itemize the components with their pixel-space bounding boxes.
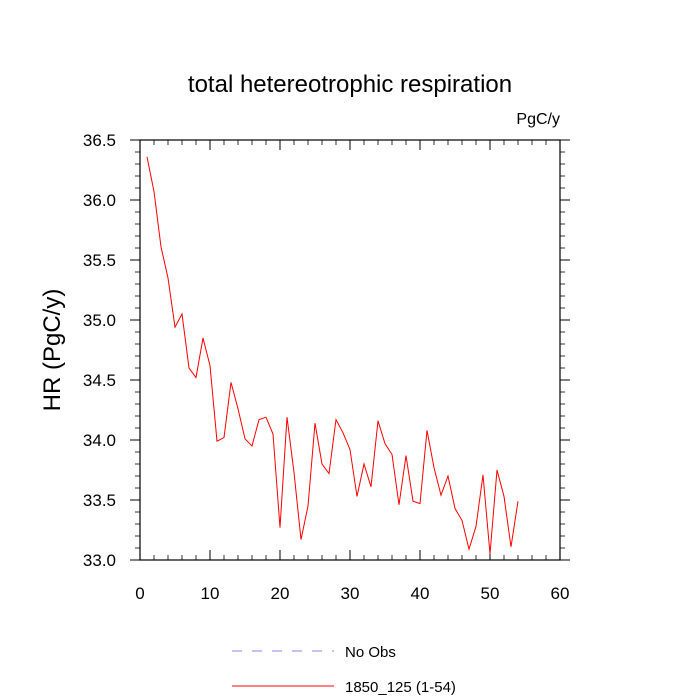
x-tick-label: 50	[481, 584, 500, 603]
x-tick-label: 40	[411, 584, 430, 603]
units-label: PgC/y	[516, 111, 560, 128]
legend-label: No Obs	[345, 644, 396, 661]
chart-title: total hetereotrophic respiration	[188, 71, 512, 98]
y-tick-label: 36.0	[83, 191, 116, 210]
y-axis-label: HR (PgC/y)	[39, 289, 66, 412]
y-tick-label: 35.5	[83, 251, 116, 270]
series-line	[146, 156, 519, 555]
series-layer	[146, 156, 519, 555]
plot-frame	[139, 139, 561, 561]
x-tick-label: 20	[271, 584, 290, 603]
axis-ticks	[130, 139, 570, 561]
x-tick-label: 10	[201, 584, 220, 603]
x-tick-label: 60	[551, 584, 570, 603]
legend: No Obs 1850_125 (1-54)	[232, 644, 456, 696]
y-tick-label: 34.5	[83, 371, 116, 390]
y-tick-label: 35.0	[83, 311, 116, 330]
y-tick-label: 33.5	[83, 491, 116, 510]
x-tick-label: 0	[135, 584, 144, 603]
y-tick-label: 34.0	[83, 431, 116, 450]
y-tick-label: 36.5	[83, 131, 116, 150]
axis-tick-labels: 0 10 20 30 40 50 60 33.0 33.5 34.0 34.5 35.0 35.5 36.…	[83, 131, 570, 603]
x-tick-label: 30	[341, 584, 360, 603]
y-tick-label: 33.0	[83, 551, 116, 570]
legend-label: 1850_125 (1-54)	[345, 679, 456, 696]
